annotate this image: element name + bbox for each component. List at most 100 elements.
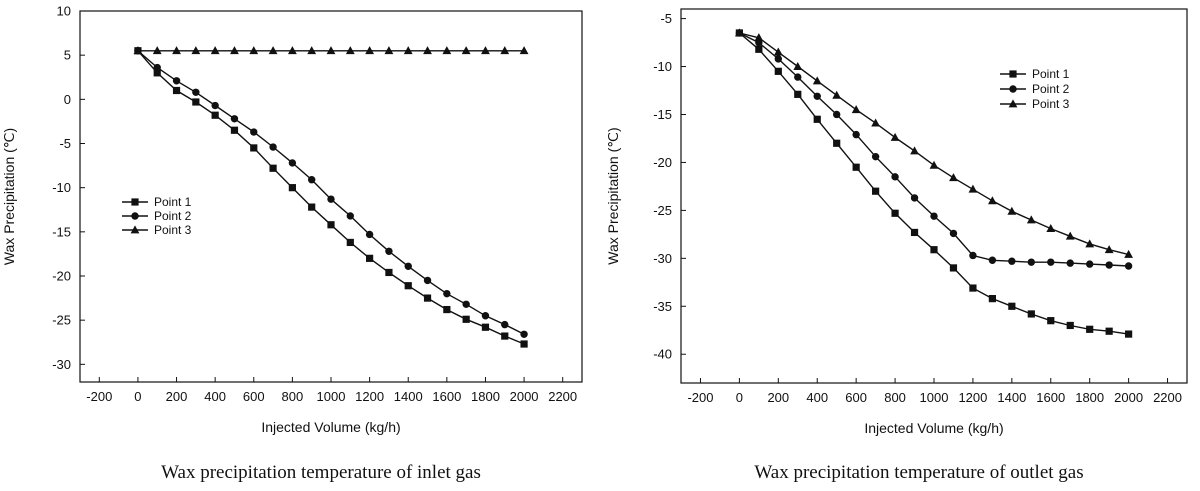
data-point bbox=[1026, 215, 1036, 224]
legend-label: Point 3 bbox=[1032, 97, 1070, 111]
x-tick-label: 1000 bbox=[920, 390, 949, 405]
x-tick-label: 1400 bbox=[997, 390, 1026, 405]
y-tick-label: -30 bbox=[52, 357, 71, 372]
data-point bbox=[345, 46, 355, 55]
data-point bbox=[481, 312, 490, 320]
x-tick-label: 1400 bbox=[394, 389, 423, 404]
data-point bbox=[1066, 321, 1074, 330]
legend-item: Point 2 bbox=[1000, 82, 1070, 96]
legend-item: Point 3 bbox=[122, 223, 192, 237]
data-point bbox=[773, 47, 783, 56]
data-point bbox=[172, 46, 181, 55]
series-point-2 bbox=[735, 29, 1133, 270]
data-point bbox=[1027, 310, 1035, 318]
legend-item: Point 3 bbox=[1000, 97, 1070, 111]
data-point bbox=[832, 110, 841, 119]
data-point bbox=[734, 28, 744, 37]
data-point bbox=[346, 238, 354, 247]
data-point bbox=[871, 152, 880, 161]
x-tick-label: 400 bbox=[806, 390, 828, 405]
legend-marker bbox=[131, 212, 139, 220]
legend-label: Point 1 bbox=[1032, 67, 1070, 81]
chart-caption: Wax precipitation temperature of outlet … bbox=[754, 462, 1083, 483]
data-point bbox=[813, 115, 821, 123]
x-axis-ticks: -200 0 200 400 600 800 1000 1200 1400 1600 1800 200… bbox=[86, 377, 577, 404]
data-point bbox=[423, 46, 432, 55]
data-point bbox=[191, 46, 201, 55]
x-tick-label: 1800 bbox=[471, 389, 500, 404]
x-tick-label: 0 bbox=[736, 390, 743, 405]
data-point bbox=[794, 90, 802, 98]
data-point bbox=[910, 146, 919, 155]
data-point bbox=[365, 46, 375, 55]
x-tick-label: 600 bbox=[845, 390, 867, 405]
data-point bbox=[1066, 259, 1074, 267]
x-tick-label: 400 bbox=[204, 389, 226, 404]
data-point bbox=[404, 262, 412, 270]
data-point bbox=[404, 282, 412, 290]
x-tick-label: 600 bbox=[243, 389, 265, 404]
data-point bbox=[461, 46, 471, 55]
legend-marker bbox=[1009, 70, 1017, 78]
series-layer bbox=[133, 46, 529, 348]
data-point bbox=[833, 139, 841, 147]
data-point bbox=[172, 86, 181, 95]
chart-caption: Wax precipitation temperature of inlet g… bbox=[161, 462, 481, 483]
data-point bbox=[462, 315, 470, 323]
data-point bbox=[250, 144, 258, 152]
x-tick-label: 2000 bbox=[1114, 390, 1143, 405]
data-point bbox=[423, 276, 432, 285]
legend-label: Point 1 bbox=[154, 195, 192, 209]
data-point bbox=[230, 115, 239, 123]
data-point bbox=[872, 187, 880, 195]
data-point bbox=[327, 221, 335, 229]
plot-frame bbox=[680, 8, 1188, 384]
x-tick-label: -200 bbox=[687, 390, 713, 405]
legend-marker bbox=[131, 198, 139, 206]
x-tick-label: 1200 bbox=[958, 390, 987, 405]
data-point bbox=[250, 128, 258, 136]
data-point bbox=[385, 268, 393, 277]
y-tick-label: 5 bbox=[64, 48, 71, 63]
y-tick-label: -25 bbox=[52, 313, 71, 328]
y-tick-label: -5 bbox=[59, 136, 71, 151]
data-point bbox=[385, 247, 393, 255]
y-tick-label: -25 bbox=[653, 203, 672, 218]
series-point-1 bbox=[735, 29, 1133, 338]
data-point bbox=[443, 289, 451, 298]
data-point bbox=[443, 305, 451, 314]
y-tick-label: 10 bbox=[57, 4, 71, 19]
x-tick-label: 200 bbox=[767, 390, 789, 405]
x-tick-label: 1000 bbox=[317, 389, 346, 404]
data-point bbox=[794, 73, 802, 81]
data-point bbox=[988, 256, 997, 264]
data-point bbox=[520, 340, 528, 348]
data-point bbox=[969, 284, 977, 292]
x-tick-label: 1800 bbox=[1075, 390, 1104, 405]
data-point bbox=[813, 92, 821, 100]
data-point bbox=[442, 46, 452, 55]
x-tick-label: 2200 bbox=[1153, 390, 1182, 405]
data-point bbox=[269, 164, 277, 172]
data-point bbox=[501, 332, 509, 340]
data-point bbox=[852, 163, 860, 171]
data-point bbox=[832, 90, 842, 99]
data-point bbox=[153, 69, 161, 77]
data-point bbox=[930, 246, 938, 254]
y-tick-label: -10 bbox=[653, 59, 672, 74]
data-point bbox=[153, 63, 161, 72]
data-point bbox=[287, 46, 297, 55]
legend-item: Point 2 bbox=[122, 209, 192, 223]
x-tick-label: 0 bbox=[134, 389, 141, 404]
x-tick-label: -200 bbox=[86, 389, 112, 404]
data-point bbox=[519, 46, 529, 55]
data-point bbox=[987, 196, 997, 205]
data-point bbox=[852, 130, 860, 139]
data-point bbox=[210, 46, 220, 55]
data-point bbox=[930, 212, 938, 220]
data-point bbox=[365, 230, 374, 239]
data-point bbox=[1065, 231, 1075, 240]
y-tick-label: -15 bbox=[653, 107, 672, 122]
